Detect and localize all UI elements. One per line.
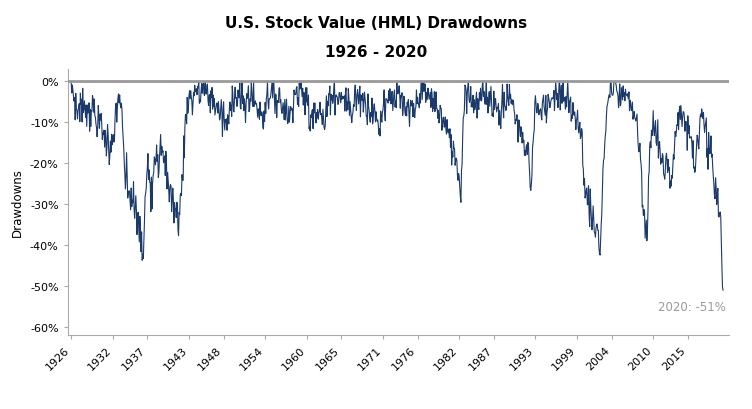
Text: U.S. Stock Value (HML) Drawdowns: U.S. Stock Value (HML) Drawdowns (225, 16, 527, 31)
Text: 2020: -51%: 2020: -51% (658, 300, 726, 313)
Text: 1926 - 2020: 1926 - 2020 (325, 45, 427, 60)
Y-axis label: Drawdowns: Drawdowns (11, 168, 24, 237)
